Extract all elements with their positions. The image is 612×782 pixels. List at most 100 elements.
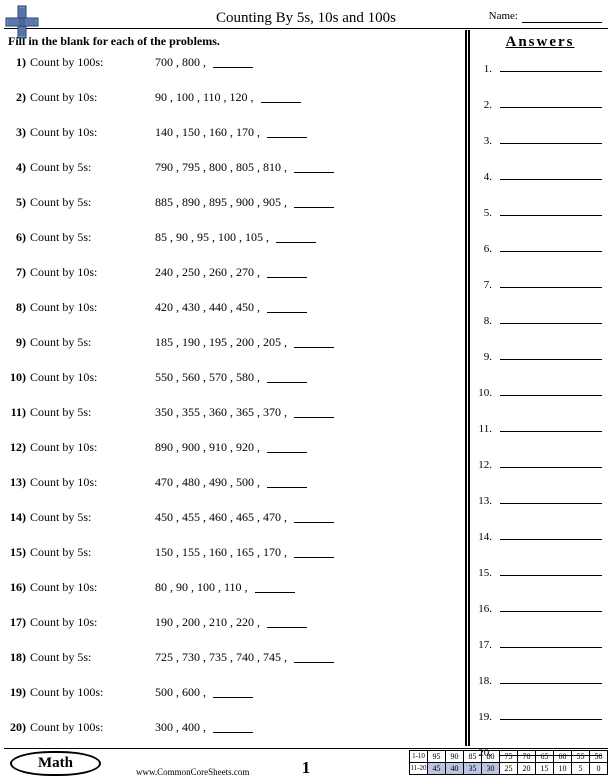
problem-label: Count by 10s: (30, 300, 155, 315)
sequence-blank[interactable] (267, 627, 307, 628)
problem-row: 12)Count by 10s:890 , 900 , 910 , 920 , (8, 440, 459, 455)
score-cell: 10 (554, 763, 572, 775)
answer-blank[interactable] (500, 205, 602, 216)
sequence-blank[interactable] (267, 277, 307, 278)
answer-number: 3. (478, 135, 496, 147)
answer-blank[interactable] (500, 169, 602, 180)
answer-blank[interactable] (500, 457, 602, 468)
sequence-blank[interactable] (294, 347, 334, 348)
answer-row: 13. (478, 493, 602, 507)
answer-number: 16. (478, 603, 496, 615)
problem-sequence: 790 , 795 , 800 , 805 , 810 , (155, 160, 459, 175)
page-number: 1 (302, 758, 311, 778)
score-cell: 95 (428, 751, 446, 763)
problem-number: 12) (8, 440, 30, 455)
sequence-blank[interactable] (267, 487, 307, 488)
score-cell: 0 (590, 763, 608, 775)
sequence-blank[interactable] (294, 662, 334, 663)
problem-number: 17) (8, 615, 30, 630)
answer-blank[interactable] (500, 637, 602, 648)
sequence-blank[interactable] (294, 522, 334, 523)
problem-sequence: 420 , 430 , 440 , 450 , (155, 300, 459, 315)
sequence-blank[interactable] (294, 557, 334, 558)
answer-blank[interactable] (500, 601, 602, 612)
problem-sequence: 85 , 90 , 95 , 100 , 105 , (155, 230, 459, 245)
answer-blank[interactable] (500, 241, 602, 252)
problem-number: 18) (8, 650, 30, 665)
name-blank[interactable] (522, 22, 602, 23)
sequence-blank[interactable] (276, 242, 316, 243)
problem-number: 20) (8, 720, 30, 735)
sequence-blank[interactable] (213, 732, 253, 733)
sequence-blank[interactable] (267, 382, 307, 383)
answer-blank[interactable] (500, 673, 602, 684)
answer-blank[interactable] (500, 97, 602, 108)
site-url: www.CommonCoreSheets.com (136, 767, 249, 777)
problem-number: 1) (8, 55, 30, 70)
problem-row: 6)Count by 5s:85 , 90 , 95 , 100 , 105 , (8, 230, 459, 245)
answer-number: 19. (478, 711, 496, 723)
answer-blank[interactable] (500, 565, 602, 576)
subject-badge: Math (10, 751, 101, 776)
worksheet-footer: Math www.CommonCoreSheets.com 1 1-109590… (4, 748, 608, 780)
answer-row: 12. (478, 457, 602, 471)
answer-blank[interactable] (500, 133, 602, 144)
problem-label: Count by 5s: (30, 335, 155, 350)
problem-label: Count by 100s: (30, 55, 155, 70)
problem-label: Count by 100s: (30, 720, 155, 735)
sequence-blank[interactable] (294, 417, 334, 418)
problem-number: 5) (8, 195, 30, 210)
problem-row: 18)Count by 5s:725 , 730 , 735 , 740 , 7… (8, 650, 459, 665)
sequence-blank[interactable] (267, 452, 307, 453)
problem-row: 20)Count by 100s:300 , 400 , (8, 720, 459, 735)
answer-blank[interactable] (500, 421, 602, 432)
sequence-blank[interactable] (267, 137, 307, 138)
answer-row: 19. (478, 709, 602, 723)
problem-label: Count by 10s: (30, 265, 155, 280)
problem-sequence: 140 , 150 , 160 , 170 , (155, 125, 459, 140)
answer-row: 7. (478, 277, 602, 291)
answer-blank[interactable] (500, 61, 602, 72)
answer-number: 7. (478, 279, 496, 291)
answer-blank[interactable] (500, 709, 602, 720)
problem-row: 4)Count by 5s:790 , 795 , 800 , 805 , 81… (8, 160, 459, 175)
answer-row: 5. (478, 205, 602, 219)
problem-sequence: 500 , 600 , (155, 685, 459, 700)
score-row-2: 11-20454035302520151050 (410, 763, 608, 775)
sequence-blank[interactable] (255, 592, 295, 593)
answer-number: 2. (478, 99, 496, 111)
answer-blank[interactable] (500, 349, 602, 360)
answer-number: 10. (478, 387, 496, 399)
problem-label: Count by 5s: (30, 160, 155, 175)
sequence-blank[interactable] (261, 102, 301, 103)
answer-row: 1. (478, 61, 602, 75)
sequence-blank[interactable] (213, 697, 253, 698)
answer-number: 9. (478, 351, 496, 363)
problem-sequence: 725 , 730 , 735 , 740 , 745 , (155, 650, 459, 665)
problem-label: Count by 10s: (30, 90, 155, 105)
problem-sequence: 885 , 890 , 895 , 900 , 905 , (155, 195, 459, 210)
answer-row: 8. (478, 313, 602, 327)
score-cell: 50 (590, 751, 608, 763)
problem-number: 9) (8, 335, 30, 350)
problems-list: 1)Count by 100s:700 , 800 , 2)Count by 1… (8, 55, 459, 735)
answer-number: 1. (478, 63, 496, 75)
answer-blank[interactable] (500, 277, 602, 288)
sequence-blank[interactable] (267, 312, 307, 313)
sequence-blank[interactable] (294, 207, 334, 208)
instructions: Fill in the blank for each of the proble… (8, 34, 459, 49)
sequence-blank[interactable] (213, 67, 253, 68)
answer-blank[interactable] (500, 529, 602, 540)
answer-blank[interactable] (500, 385, 602, 396)
problem-label: Count by 5s: (30, 405, 155, 420)
problem-sequence: 550 , 560 , 570 , 580 , (155, 370, 459, 385)
answer-blank[interactable] (500, 493, 602, 504)
problem-row: 16)Count by 10s:80 , 90 , 100 , 110 , (8, 580, 459, 595)
answer-number: 13. (478, 495, 496, 507)
sequence-blank[interactable] (294, 172, 334, 173)
answer-blank[interactable] (500, 313, 602, 324)
problem-sequence: 150 , 155 , 160 , 165 , 170 , (155, 545, 459, 560)
score-cell: 15 (536, 763, 554, 775)
answer-number: 15. (478, 567, 496, 579)
score-cell: 35 (464, 763, 482, 775)
